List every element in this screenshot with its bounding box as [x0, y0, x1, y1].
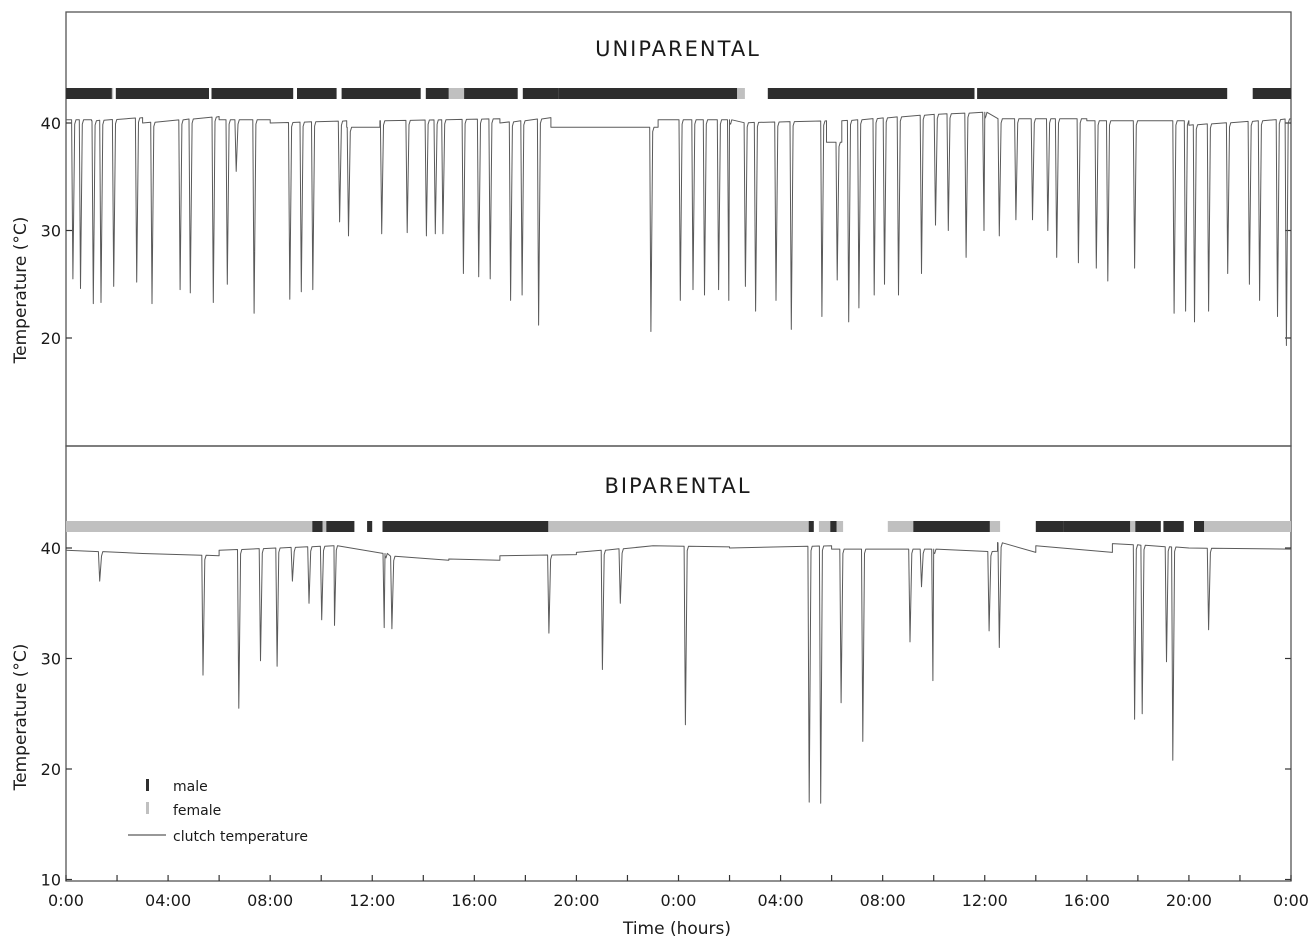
biparental-x-axis: 0:00 04:00 08:00 12:00 16:00 20:00 0:00 04:00 08…: [48, 875, 1309, 910]
xtick-label-10: 16:00: [1064, 891, 1110, 910]
biparental-attendance-male-4: [367, 521, 373, 532]
uniparental-attendance-male-6: [425, 88, 449, 99]
uniparental-attendance-male-9: [522, 88, 559, 99]
uniparental-y-axis: 20 30 40: [41, 114, 1291, 348]
biparental-ytick-label-40: 40: [41, 539, 61, 558]
biparental-attendance-bar: [66, 521, 1291, 532]
xtick-label-7: 04:00: [758, 891, 804, 910]
biparental-attendance-female-2: [322, 521, 327, 532]
xtick-label-0: 0:00: [48, 891, 84, 910]
biparental-ytick-label-10: 10: [41, 871, 61, 890]
biparental-attendance-male-18: [1163, 521, 1184, 532]
biparental-attendance-female-0: [66, 521, 313, 532]
xtick-label-2: 08:00: [247, 891, 293, 910]
xtick-label-5: 20:00: [553, 891, 599, 910]
biparental-attendance-male-3: [326, 521, 355, 532]
biparental-attendance-male-9: [830, 521, 837, 532]
biparental-frame: [65, 445, 1292, 882]
biparental-attendance-male-1: [312, 521, 323, 532]
xtick-label-4: 16:00: [451, 891, 497, 910]
legend-male-swatch: [146, 779, 149, 791]
xtick-label-11: 20:00: [1166, 891, 1212, 910]
xtick-label-3: 12:00: [349, 891, 395, 910]
uniparental-attendance-male-8: [464, 88, 518, 99]
xtick-label-9: 12:00: [962, 891, 1008, 910]
biparental-attendance-male-17: [1135, 521, 1161, 532]
biparental-attendance-male-5: [382, 521, 549, 532]
uniparental-attendance-male-10: [558, 88, 738, 99]
uniparental-attendance-female-7: [448, 88, 465, 99]
biparental-title: BIPARENTAL: [604, 474, 751, 498]
uniparental-attendance-female-11: [737, 88, 745, 99]
biparental-clutch-temperature-line: [65, 542, 1292, 804]
xtick-label-6: 0:00: [661, 891, 697, 910]
uniparental-attendance-male-14: [1252, 88, 1291, 99]
uniparental-y-axis-label: Temperature (°C): [11, 217, 31, 365]
uniparental-attendance-male-12: [767, 88, 975, 99]
biparental-attendance-male-19: [1194, 521, 1205, 532]
uniparental-ytick-label-40: 40: [41, 114, 61, 133]
biparental-attendance-female-13: [989, 521, 1001, 532]
biparental-attendance-female-8: [818, 521, 831, 532]
legend-male-label: male: [173, 779, 208, 795]
biparental-attendance-female-6: [548, 521, 809, 532]
uniparental-attendance-male-5: [341, 88, 421, 99]
biparental-y-axis-label: Temperature (°C): [11, 644, 31, 792]
xtick-label-1: 04:00: [145, 891, 191, 910]
xtick-label-8: 08:00: [860, 891, 906, 910]
legend-female-swatch: [146, 802, 149, 814]
biparental-attendance-male-15: [1063, 521, 1131, 532]
uniparental-attendance-male-3: [211, 88, 294, 99]
uniparental-ytick-label-20: 20: [41, 329, 61, 348]
uniparental-attendance-male-2: [115, 88, 209, 99]
biparental-attendance-male-12: [913, 521, 990, 532]
chart-legend: male female clutch temperature: [128, 779, 308, 845]
biparental-attendance-female-20: [1204, 521, 1291, 532]
uniparental-attendance-male-0: [66, 88, 112, 99]
uniparental-attendance-male-13: [977, 88, 1228, 99]
uniparental-attendance-male-4: [297, 88, 337, 99]
uniparental-attendance-female-1: [111, 88, 114, 99]
biparental-attendance-male-14: [1035, 521, 1064, 532]
legend-clutch-temperature-label: clutch temperature: [173, 829, 308, 845]
uniparental-ytick-label-30: 30: [41, 222, 61, 241]
uniparental-clutch-temperature-line: [66, 111, 1292, 346]
biparental-y-axis: 10 20 30 40: [41, 539, 1291, 890]
biparental-attendance-male-7: [808, 521, 814, 532]
uniparental-attendance-bar: [66, 88, 1291, 99]
biparental-ytick-label-30: 30: [41, 650, 61, 669]
biparental-attendance-female-16: [1130, 521, 1136, 532]
uniparental-panel: UNIPARENTAL 20 30 40 Temperature (°C): [11, 11, 1292, 447]
legend-female-label: female: [173, 803, 221, 819]
x-axis-label: Time (hours): [622, 919, 731, 937]
biparental-attendance-female-10: [836, 521, 844, 532]
biparental-attendance-female-11: [887, 521, 914, 532]
xtick-label-12: 0:00: [1273, 891, 1309, 910]
biparental-ytick-label-20: 20: [41, 760, 61, 779]
uniparental-title: UNIPARENTAL: [595, 37, 761, 61]
